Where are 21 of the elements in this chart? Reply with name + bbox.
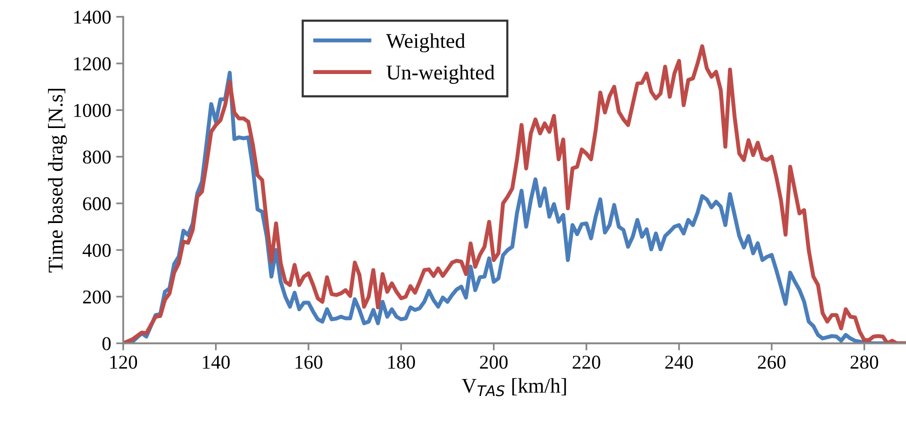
y-tick-label: 1400 — [74, 10, 111, 24]
x-tick-label: 180 — [388, 356, 415, 369]
x-tick-label: 200 — [480, 356, 508, 369]
x-axis-title: V$_{TAS}$ [km/h] — [462, 378, 566, 396]
x-tick-label: 280 — [850, 356, 878, 369]
y-tick-label: 400 — [82, 244, 111, 257]
legend-label: Un-weighted — [386, 64, 495, 84]
x-tick-label: 260 — [758, 356, 786, 369]
y-tick-label: 1000 — [74, 104, 111, 118]
y-axis-title: Time based drag [N.s] — [48, 88, 67, 272]
x-tick-label: 140 — [202, 356, 230, 369]
y-tick-label: 0 — [102, 337, 111, 350]
x-tick-label: 120 — [110, 356, 138, 369]
y-tick-label: 1200 — [74, 57, 111, 70]
y-tick-label: 600 — [83, 197, 111, 210]
x-tick-label: 220 — [572, 356, 600, 369]
y-tick-label: 200 — [83, 290, 111, 304]
x-tick-label: 240 — [665, 356, 693, 369]
y-tick-label: 800 — [82, 150, 111, 164]
x-tick-label: 160 — [296, 356, 322, 369]
legend-label: Weighted — [386, 33, 466, 52]
